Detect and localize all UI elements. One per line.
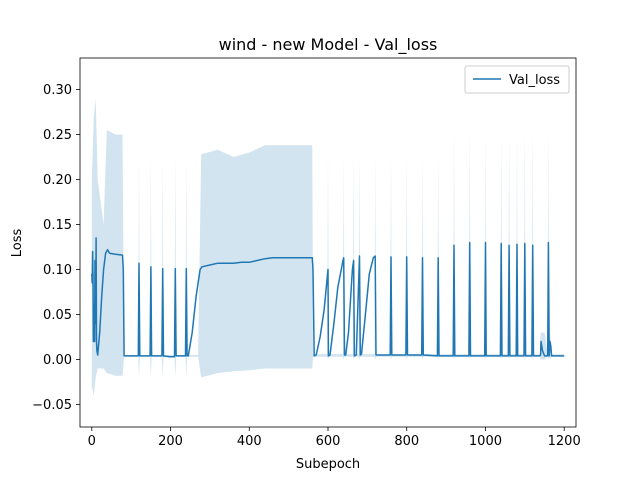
chart-title: wind - new Model - Val_loss <box>219 35 438 55</box>
x-tick-label: 1200 <box>548 434 581 449</box>
x-tick-label: 200 <box>158 434 183 449</box>
x-tick-label: 1000 <box>469 434 502 449</box>
y-tick-label: 0.30 <box>43 83 72 98</box>
y-tick-label: 0.05 <box>43 308 72 323</box>
x-axis-label: Subepoch <box>296 457 360 472</box>
y-tick-label: 0.10 <box>43 263 72 278</box>
y-tick-label: 0.15 <box>43 218 72 233</box>
x-tick-label: 800 <box>394 434 419 449</box>
legend-box <box>464 65 570 94</box>
x-tick-label: 400 <box>237 434 262 449</box>
y-tick-label: 0.25 <box>43 128 72 143</box>
y-axis-label: Loss <box>10 229 25 258</box>
series-line-val-loss <box>91 237 565 358</box>
y-tick-label: 0.00 <box>43 353 72 368</box>
confidence-band <box>91 98 565 396</box>
legend-label-val-loss: Val_loss <box>509 73 560 88</box>
y-tick-label: 0.20 <box>43 173 72 188</box>
x-axis: 0 200 400 600 800 1000 1200 <box>88 427 581 449</box>
x-tick-label: 0 <box>88 434 96 449</box>
y-axis: −0.05 0.00 0.05 0.10 0.15 0.20 0.25 0.30 <box>32 83 80 413</box>
x-tick-label: 600 <box>316 434 341 449</box>
y-tick-label: −0.05 <box>32 398 72 413</box>
legend: Val_loss <box>464 65 570 94</box>
